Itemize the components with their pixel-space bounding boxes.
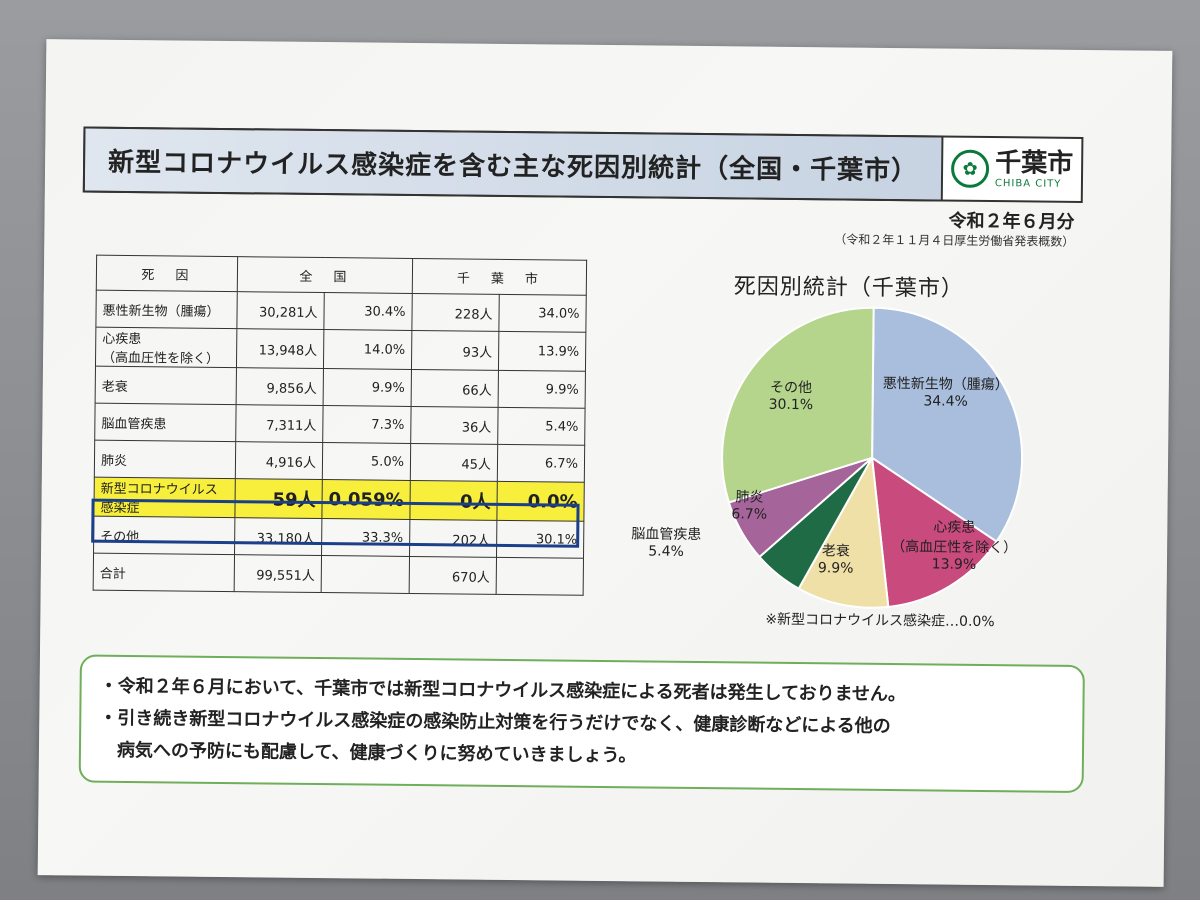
- row-city-pct: 30.1%: [496, 520, 584, 559]
- pie-slice: [721, 306, 875, 504]
- row-cause: 合計: [93, 553, 235, 592]
- row-cause: 老衰: [95, 366, 237, 405]
- pie-slice-name: 老衰: [821, 543, 850, 560]
- pie-slice: [797, 454, 890, 609]
- pie-slice-pct: 6.7%: [731, 506, 768, 523]
- logo-text: 千葉市: [995, 147, 1074, 179]
- report-date: 令和２年６月分: [948, 210, 1075, 233]
- row-national-pct: 0.059%: [321, 479, 411, 520]
- row-cause: 脳血管疾患: [94, 403, 237, 442]
- row-national-count: 33,180人: [234, 517, 322, 556]
- row-city-count: 36人: [410, 406, 499, 445]
- pie-slice: [871, 306, 1024, 543]
- row-city-count: 670人: [409, 556, 497, 595]
- source-note: （令和２年１１月４日厚生労働省発表概数）: [834, 232, 1075, 249]
- pie-slice-name: その他: [769, 379, 813, 397]
- row-city-pct: 6.7%: [497, 444, 585, 483]
- pie-chart: [721, 306, 1024, 609]
- pie-slice-pct: 30.1%: [768, 396, 814, 414]
- stats-table: 死 因 全 国 千 葉 市 悪性新生物（腫瘍） 30,281人 30.4% 228人 3…: [93, 255, 587, 596]
- row-national-count: 30,281人: [236, 291, 325, 330]
- row-city-count: 202人: [409, 519, 497, 558]
- city-emblem-icon: ✿: [950, 149, 990, 189]
- pie-slice-name: 心疾患 （高血圧性を除く）: [891, 519, 1018, 557]
- title-bar: 新型コロナウイルス感染症を含む主な死因別統計（全国・千葉市）: [82, 126, 944, 202]
- table-row: 肺炎 4,916人 5.0% 45人 6.7%: [94, 440, 585, 483]
- table-row: 悪性新生物（腫瘍） 30,281人 30.4% 228人 34.0%: [95, 290, 587, 333]
- row-city-pct: 34.0%: [498, 294, 587, 333]
- row-city-pct: [496, 557, 584, 596]
- pie-slice: [870, 455, 998, 609]
- table-row: その他 33,180人 33.3% 202人 30.1%: [93, 516, 584, 559]
- page-title: 新型コロナウイルス感染症を含む主な死因別統計（全国・千葉市）: [107, 147, 919, 186]
- pie-slice-pct: 13.9%: [931, 556, 977, 573]
- header-city: 千 葉 市: [412, 258, 587, 296]
- row-national-count: 4,916人: [235, 441, 323, 480]
- row-national-pct: 9.9%: [323, 368, 412, 407]
- row-national-count: 13,948人: [236, 328, 324, 369]
- row-city-pct: 5.4%: [497, 407, 586, 446]
- table-row: 老衰 9,856人 9.9% 66人 9.9%: [95, 366, 586, 409]
- row-national-pct: 14.0%: [323, 329, 412, 370]
- summary-box: ・令和２年６月において、千葉市では新型コロナウイルス感染症による死者は発生してお…: [78, 654, 1085, 794]
- table-row: 新型コロナウイルス 感染症 59人 0.059% 0人 0.0%: [93, 477, 585, 522]
- row-national-pct: [321, 555, 410, 594]
- row-cause: 肺炎: [94, 440, 236, 479]
- row-cause: 悪性新生物（腫瘍）: [95, 290, 238, 329]
- pie-slice-pct: 9.9%: [817, 560, 854, 577]
- pie-slice-pct: 5.4%: [648, 543, 684, 560]
- table-header-row: 死 因 全 国 千 葉 市: [96, 255, 587, 296]
- row-national-count: 7,311人: [235, 404, 324, 443]
- table-row: 心疾患 （高血圧性を除く） 13,948人 14.0% 93人 13.9%: [95, 327, 586, 372]
- pie-slice-name: 悪性新生物（腫瘍）: [882, 375, 1009, 394]
- table-row: 脳血管疾患 7,311人 7.3% 36人 5.4%: [94, 403, 586, 446]
- row-city-count: 45人: [410, 443, 498, 482]
- row-national-count: 59人: [234, 478, 323, 519]
- pie-slice-label: 悪性新生物（腫瘍） 34.4%: [883, 373, 1009, 410]
- row-city-count: 0人: [409, 480, 498, 521]
- row-national-count: 9,856人: [236, 367, 324, 406]
- pie-slice-label: 肺炎 6.7%: [731, 486, 767, 522]
- pie-slice-name: 脳血管疾患: [631, 526, 702, 544]
- row-national-pct: 7.3%: [322, 405, 412, 444]
- row-city-count: 228人: [411, 293, 500, 332]
- row-national-pct: 5.0%: [322, 442, 411, 481]
- pie-slice-pct: 34.4%: [923, 393, 968, 410]
- pie-slice-label: 脳血管疾患 5.4%: [631, 523, 701, 560]
- row-cause: その他: [93, 516, 235, 555]
- row-cause: 新型コロナウイルス 感染症: [93, 477, 236, 518]
- row-cause: 心疾患 （高血圧性を除く）: [95, 327, 237, 368]
- header-national: 全 国: [237, 256, 413, 294]
- row-city-pct: 9.9%: [498, 370, 586, 409]
- pie-slice-name: 肺炎: [735, 489, 764, 506]
- pie-slice-label: 老衰 9.9%: [818, 540, 854, 576]
- header-cause: 死 因: [96, 255, 238, 292]
- row-national-count: 99,551人: [234, 554, 322, 593]
- row-city-pct: 0.0%: [496, 481, 585, 522]
- printed-sheet: 新型コロナウイルス感染症を含む主な死因別統計（全国・千葉市） ✿ 千葉市 CHI…: [37, 39, 1173, 887]
- row-city-count: 93人: [411, 330, 499, 371]
- pie-slice-label: その他 30.1%: [769, 377, 814, 413]
- chiba-city-logo: ✿ 千葉市 CHIBA CITY: [950, 139, 1080, 200]
- pie-slice-label: 心疾患 （高血圧性を除く） 13.9%: [891, 516, 1018, 573]
- row-city-pct: 13.9%: [498, 331, 586, 372]
- logo-subtext: CHIBA CITY: [994, 177, 1062, 190]
- row-national-pct: 30.4%: [323, 292, 413, 331]
- row-national-pct: 33.3%: [321, 518, 410, 557]
- pie-note: ※新型コロナウイルス感染症…0.0%: [765, 611, 995, 631]
- table-row: 合計 99,551人 670人: [93, 553, 584, 596]
- row-city-count: 66人: [411, 369, 499, 408]
